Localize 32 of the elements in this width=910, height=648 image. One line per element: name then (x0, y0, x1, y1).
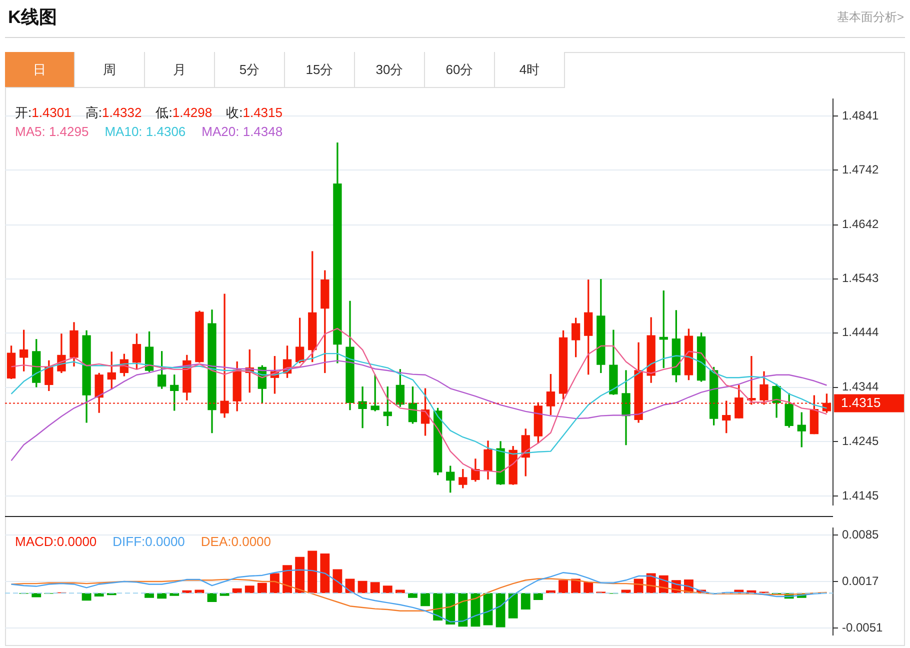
text: 4时 (495, 52, 565, 88)
text: 60分 (425, 52, 495, 88)
y-tick-label: 1.4245 (842, 434, 880, 448)
y-tick-label: 1.4444 (842, 325, 880, 340)
text: MA10: 1.4306 (104, 124, 186, 139)
y-tick-label: 1.4145 (842, 488, 880, 502)
y-tick-label: 1.4742 (842, 162, 880, 176)
text: 15分 (285, 52, 355, 88)
ref-line-label: 1.4315 (841, 394, 881, 410)
text: 基本面分析> (836, 9, 904, 26)
text: MA20: 1.4348 (202, 124, 283, 139)
text: 30分 (355, 52, 425, 88)
text: DEA:0.0000 (200, 534, 272, 549)
y-tick-label: 1.4841 (842, 108, 880, 122)
text: 周 (75, 52, 145, 88)
y-tick-label: 1.4642 (842, 217, 880, 232)
text: MA5: 1.4295 (15, 124, 89, 139)
text: MACD:0.0000 (15, 534, 97, 549)
annotation: 开:1.4301 (15, 104, 72, 120)
y-tick-label: 0.0017 (842, 574, 880, 588)
text: 日 (5, 52, 75, 88)
text: 月 (145, 52, 215, 88)
annotation: 高:1.4332 (85, 104, 142, 120)
text: DIFF:0.0000 (112, 534, 185, 549)
annotation: 低:1.4298 (156, 104, 212, 120)
y-tick-label: 1.4344 (842, 380, 880, 394)
y-tick-label: 0.0085 (842, 527, 880, 542)
chart-title: K线图 (8, 6, 57, 29)
y-tick-label: -0.0051 (842, 620, 884, 634)
annotation: 收:1.4315 (226, 104, 282, 120)
y-tick-label: 1.4543 (842, 271, 880, 286)
text: 5分 (215, 52, 285, 88)
